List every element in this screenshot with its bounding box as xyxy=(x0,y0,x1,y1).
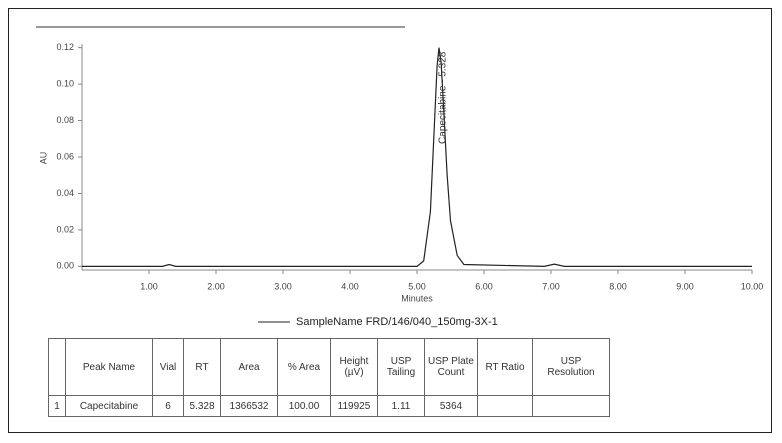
table-row: 1 Capecitabine 6 5.328 1366532 100.00 119925 1.… xyxy=(48,395,610,417)
results-table: Peak Name Vial RT Area% Area Height (µV) USP … xyxy=(48,338,610,417)
x-axis-label: Minutes xyxy=(401,293,433,303)
y-tick-label: 0.10 xyxy=(56,78,74,88)
header-cell: RT xyxy=(183,338,221,396)
header-cell: Height (µV) xyxy=(330,338,378,396)
x-tick-label: 8.00 xyxy=(609,281,627,291)
trace xyxy=(82,47,752,267)
header-cell: Peak Name xyxy=(65,338,153,396)
header-cell: Vial xyxy=(152,338,184,396)
x-tick-label: 9.00 xyxy=(676,281,694,291)
y-tick-label: 0.12 xyxy=(56,42,74,52)
header-cell: % Area xyxy=(277,338,331,396)
x-tick-label: 5.00 xyxy=(408,281,426,291)
legend-label: SampleName FRD/146/040_150mg-3X-1 xyxy=(296,316,498,328)
blank-cell xyxy=(477,395,533,417)
table-cell: 5.328 xyxy=(183,395,221,417)
table-cell: 119925 xyxy=(330,395,378,417)
blank-cell xyxy=(532,395,610,417)
table-cell: 1366532 xyxy=(220,395,278,417)
table-cell: 1.11 xyxy=(377,395,425,417)
y-tick-label: 0.08 xyxy=(56,115,74,125)
table-cell: Capecitabine xyxy=(65,395,153,417)
blank-cell xyxy=(48,338,66,396)
y-axis-label: AU xyxy=(38,152,48,165)
table-cell: 6 xyxy=(152,395,184,417)
y-tick-label: 0.00 xyxy=(56,261,74,271)
y-tick-label: 0.04 xyxy=(56,188,74,198)
header-cell: RT Ratio xyxy=(477,338,533,396)
peak-label: Capecitabine - 5.328 xyxy=(438,51,449,144)
header-cell: Area xyxy=(220,338,278,396)
table-cell: 1 xyxy=(48,395,66,417)
x-tick-label: 1.00 xyxy=(140,281,158,291)
table-cell: 5364 xyxy=(424,395,478,417)
x-tick-label: 7.00 xyxy=(542,281,560,291)
table-cell: 100.00 xyxy=(277,395,331,417)
header-row: Peak Name Vial RT Area% Area Height (µV) USP … xyxy=(48,338,610,396)
frame xyxy=(8,8,772,433)
x-tick-label: 10.00 xyxy=(741,281,764,291)
header-cell: USP Tailing xyxy=(377,338,425,396)
x-tick-label: 3.00 xyxy=(274,281,292,291)
x-tick-label: 6.00 xyxy=(475,281,493,291)
x-tick-label: 4.00 xyxy=(341,281,359,291)
y-tick-label: 0.06 xyxy=(56,151,74,161)
y-tick-label: 0.02 xyxy=(56,224,74,234)
header-cell: USP Plate Count xyxy=(424,338,478,396)
x-tick-label: 2.00 xyxy=(207,281,225,291)
header-cell: USP Resolution xyxy=(532,338,610,396)
